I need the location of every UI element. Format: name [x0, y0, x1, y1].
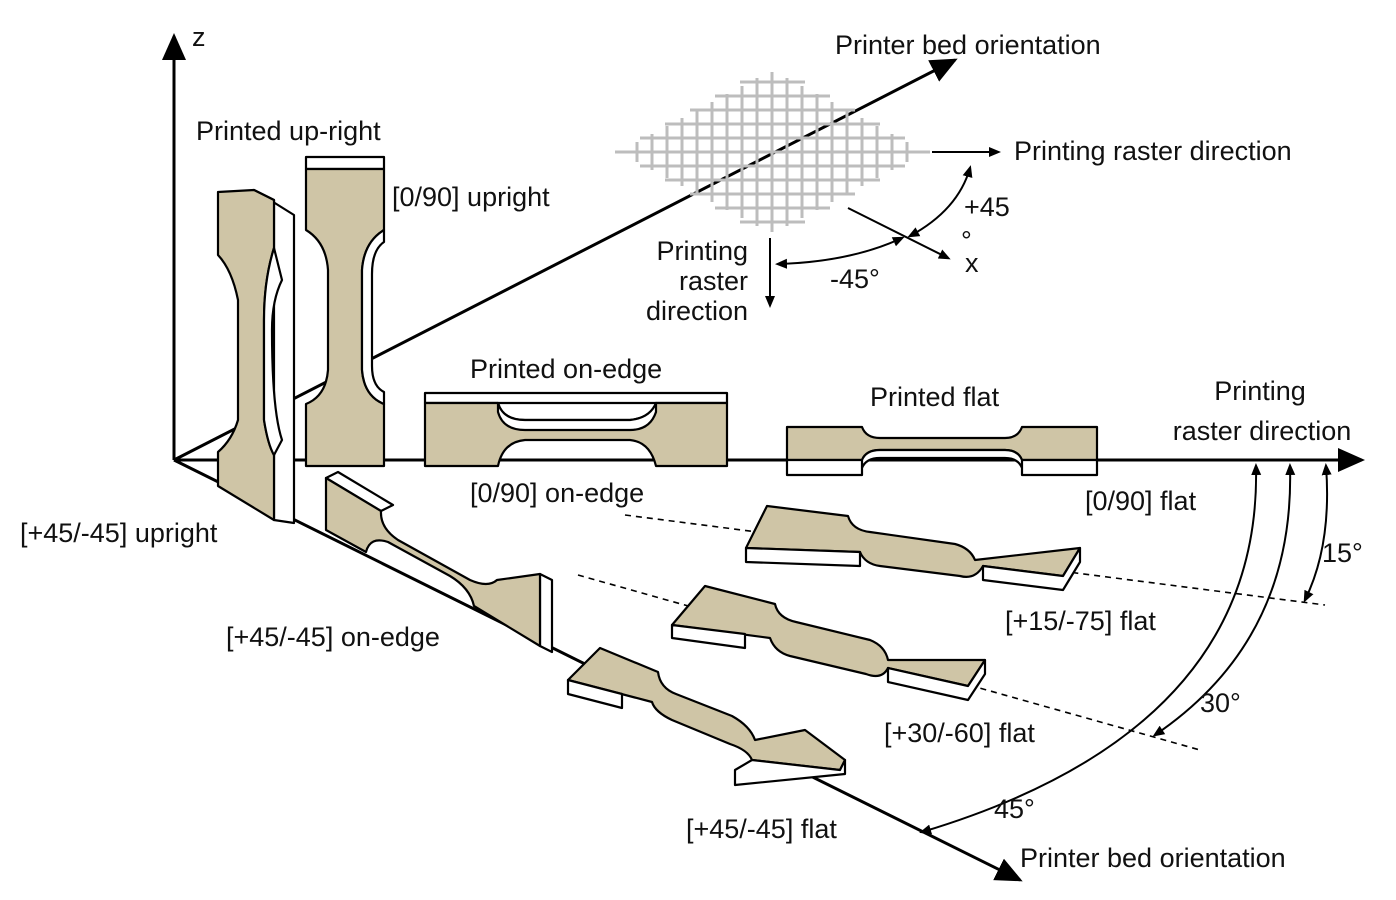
bed-axis-top [173, 58, 958, 462]
bed-orientation-top-label: Printer bed orientation [835, 30, 1101, 60]
specimen-on-edge-0-90 [423, 391, 729, 468]
angle-30-label: 30° [1200, 688, 1241, 718]
x-degree-mark: ° [961, 226, 972, 256]
heading-on-edge: Printed on-edge [470, 354, 662, 384]
raster-down-label-3: direction [646, 296, 748, 326]
arc-15 [1303, 463, 1332, 603]
specimen-flat-15 [744, 504, 1082, 592]
raster-side-label-2: raster direction [1173, 416, 1352, 446]
label-upright-0-90: [0/90] upright [392, 182, 550, 212]
raster-right-label: Printing raster direction [1014, 136, 1292, 166]
label-flat-15: [+15/-75] flat [1005, 606, 1156, 636]
angle-15-label: 15° [1322, 538, 1363, 568]
specimen-flat-45 [566, 646, 847, 787]
label-flat-0-90: [0/90] flat [1085, 486, 1197, 516]
plus45-arc [907, 165, 973, 238]
x-direction-arrow [847, 207, 951, 260]
raster-arrows [765, 147, 1001, 308]
label-on-edge-0-90: [0/90] on-edge [470, 478, 644, 508]
raster-mesh [615, 72, 930, 232]
minus45-label: -45° [830, 264, 880, 294]
z-axis-label: z [192, 22, 206, 52]
heading-flat: Printed flat [870, 382, 1000, 412]
angle-arcs [919, 463, 1332, 835]
raster-down-label-2: raster [679, 266, 748, 296]
specimen-upright-0-90 [304, 155, 386, 468]
labels: z Printer bed orientation Printer bed or… [20, 22, 1363, 873]
label-flat-45: [+45/-45] flat [686, 814, 837, 844]
specimen-upright-45 [216, 188, 296, 525]
specimen-flat-30 [670, 584, 987, 702]
raster-down-label-1: Printing [656, 236, 748, 266]
label-upright-45: [+45/-45] upright [20, 518, 218, 548]
arc-45 [919, 463, 1262, 835]
plus45-label: +45 [964, 192, 1010, 222]
raster-side-label-1: Printing [1214, 376, 1306, 406]
angle-45-label: 45° [994, 794, 1035, 824]
bed-orientation-bottom-label: Printer bed orientation [1020, 843, 1286, 873]
label-on-edge-45: [+45/-45] on-edge [226, 622, 440, 652]
minus45-arc [775, 236, 905, 269]
heading-upright: Printed up-right [196, 116, 381, 146]
specimen-flat-0-90 [785, 425, 1099, 477]
specimen-on-edge-45 [324, 470, 554, 654]
x-axis-label: x [965, 248, 979, 278]
label-flat-30: [+30/-60] flat [884, 718, 1035, 748]
